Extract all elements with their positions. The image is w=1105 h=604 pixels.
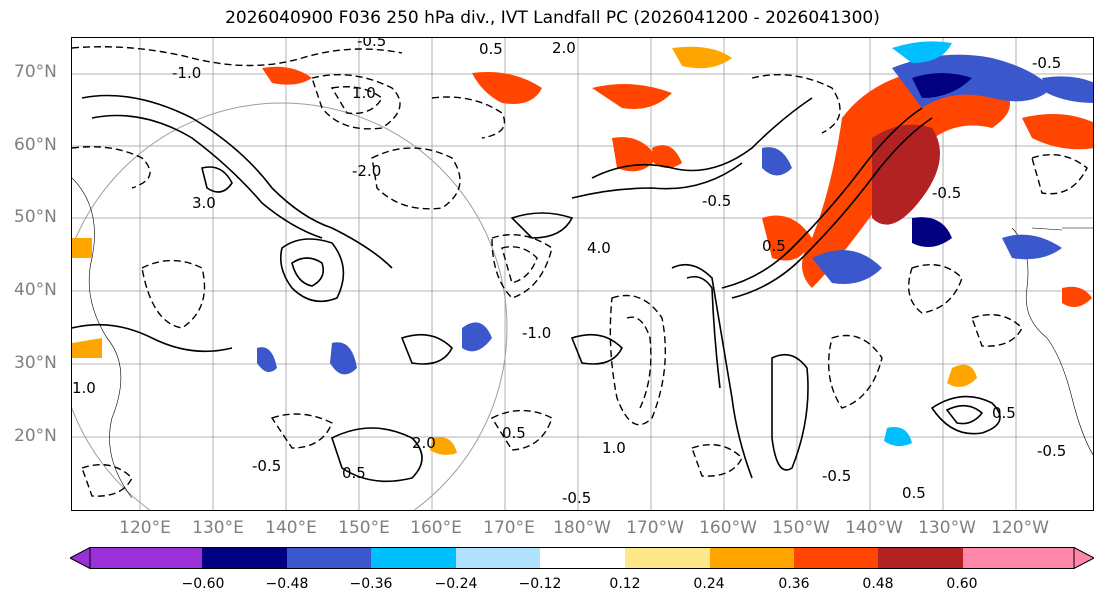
lat-label: 50°N <box>14 207 57 227</box>
contour-label: 3.0 <box>192 194 216 212</box>
lon-label: 150°E <box>338 518 390 538</box>
contour-label: 2.0 <box>552 39 576 57</box>
lon-label: 140°W <box>845 518 903 538</box>
colorbar-extension-low <box>70 547 91 569</box>
contour-label: -0.5 <box>252 457 281 475</box>
lon-label: 170°W <box>626 518 684 538</box>
range-circle <box>72 102 508 510</box>
contour-label: -0.5 <box>1032 54 1061 72</box>
colorbar-tick: −0.24 <box>434 576 478 592</box>
contour-label: -2.0 <box>352 162 381 180</box>
colorbar-bin <box>90 547 202 569</box>
lat-label: 20°N <box>14 426 57 446</box>
lat-label: 30°N <box>14 353 57 373</box>
contour-label: -0.5 <box>822 467 851 485</box>
contour-label: 1.0 <box>72 379 96 397</box>
colorbar-tick: 0.60 <box>946 576 978 592</box>
divergence-shading <box>72 41 1093 455</box>
colorbar-tick: −0.60 <box>181 576 225 592</box>
colorbar <box>70 547 1094 569</box>
contour-label: -0.5 <box>932 184 961 202</box>
colorbar-tick: 0.12 <box>609 576 641 592</box>
contour-label: 0.5 <box>479 40 503 58</box>
lon-label: 160°W <box>699 518 757 538</box>
lon-label: 170°E <box>483 518 535 538</box>
colorbar-tick: 0.48 <box>862 576 894 592</box>
lon-label: 180°W <box>553 518 611 538</box>
contour-label: -0.5 <box>357 38 386 50</box>
colorbar-bin <box>456 547 540 569</box>
lon-label: 150°W <box>772 518 830 538</box>
coastlines <box>72 177 1093 499</box>
contour-label: -0.5 <box>702 192 731 210</box>
lon-label: 130°W <box>918 518 976 538</box>
positive-contours <box>72 94 1001 483</box>
map-canvas: -0.5 -1.0 0.5 1.0 2.0 -2.0 3.0 4.0 -0.5 … <box>72 38 1093 510</box>
contour-label: 4.0 <box>587 239 611 257</box>
contour-label: 0.5 <box>992 404 1016 422</box>
colorbar-tick: 0.24 <box>693 576 725 592</box>
contour-label: -1.0 <box>172 64 201 82</box>
map-panel[interactable]: -0.5 -1.0 0.5 1.0 2.0 -2.0 3.0 4.0 -0.5 … <box>71 37 1094 511</box>
contour-label: 0.5 <box>342 464 366 482</box>
lon-label: 160°E <box>410 518 462 538</box>
contour-label: -0.5 <box>562 489 591 507</box>
lon-label: 140°E <box>265 518 317 538</box>
lon-label: 120°W <box>991 518 1049 538</box>
contour-label: -1.0 <box>522 324 551 342</box>
contour-label: 1.0 <box>352 84 376 102</box>
colorbar-bin <box>540 547 625 569</box>
colorbar-extension-high <box>1073 547 1094 569</box>
contour-label: 1.0 <box>602 439 626 457</box>
contour-labels: -0.5 -1.0 0.5 1.0 2.0 -2.0 3.0 4.0 -0.5 … <box>72 38 1066 507</box>
colorbar-tick: 0.36 <box>778 576 810 592</box>
colorbar-tick: −0.48 <box>265 576 309 592</box>
colorbar-bin <box>794 547 878 569</box>
lat-label: 40°N <box>14 280 57 300</box>
colorbar-bin <box>710 547 794 569</box>
colorbar-tick: −0.12 <box>518 576 562 592</box>
colorbar-bin <box>625 547 710 569</box>
colorbar-bin <box>287 547 371 569</box>
colorbar-bin <box>202 547 287 569</box>
contour-label: 0.5 <box>902 484 926 502</box>
contour-label: -0.5 <box>1037 442 1066 460</box>
negative-contours <box>72 46 1088 497</box>
contour-label: 0.5 <box>762 237 786 255</box>
map-title: 2026040900 F036 250 hPa div., IVT Landfa… <box>225 8 880 28</box>
contour-label: 0.5 <box>502 424 526 442</box>
colorbar-bin <box>371 547 456 569</box>
lon-label: 130°E <box>192 518 244 538</box>
lon-label: 120°E <box>119 518 171 538</box>
colorbar-bin <box>963 547 1074 569</box>
lat-label: 70°N <box>14 62 57 82</box>
contour-label: 2.0 <box>412 434 436 452</box>
colorbar-tick: −0.36 <box>349 576 393 592</box>
colorbar-bin <box>878 547 963 569</box>
lat-label: 60°N <box>14 135 57 155</box>
